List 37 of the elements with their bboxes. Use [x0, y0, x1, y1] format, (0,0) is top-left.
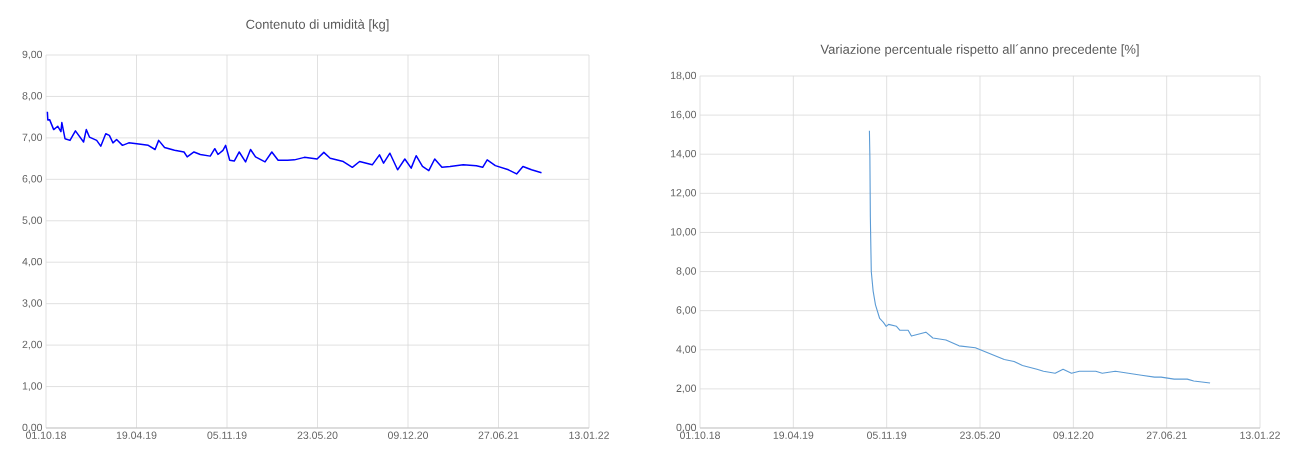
y-tick-label: 14,00: [671, 149, 697, 159]
y-tick-label: 10,00: [671, 228, 697, 237]
x-tick-label: 09.12.20: [1053, 431, 1094, 439]
x-tick-label: 13.01.22: [569, 431, 609, 439]
chart-title: Contenuto di umidità [kg]: [246, 19, 389, 32]
x-tick-label: 05.11.19: [867, 431, 907, 439]
y-tick-label: 6,00: [22, 175, 43, 184]
y-tick-label: 2,00: [22, 340, 43, 350]
x-tick-label: 13.01.22: [1240, 431, 1280, 439]
y-tick-label: 0,00: [676, 423, 697, 433]
y-tick-label: 4,00: [22, 257, 43, 267]
x-tick-label: 19.04.19: [116, 431, 157, 439]
y-tick-label: 18,00: [671, 71, 697, 81]
y-tick-label: 4,00: [676, 345, 697, 355]
y-tick-label: 9,00: [22, 50, 43, 60]
y-tick-label: 5,00: [22, 216, 43, 226]
x-tick-label: 01.10.18: [25, 431, 66, 439]
x-tick-label: 19.04.19: [773, 431, 814, 439]
chart-title: Variazione percentuale rispetto all´anno precedente [%]: [820, 44, 1139, 57]
y-tick-label: 12,00: [671, 189, 697, 198]
y-tick-label: 16,00: [671, 110, 697, 120]
y-tick-label: 3,00: [22, 299, 43, 309]
x-tick-label: 09.12.20: [387, 431, 429, 439]
y-tick-label: 8,00: [676, 267, 697, 276]
line-series: [46, 111, 543, 175]
x-tick-label: 05.11.19: [207, 431, 247, 439]
x-tick-label: 23.05.20: [960, 431, 1001, 439]
y-tick-label: 8,00: [22, 92, 43, 101]
x-tick-label: 01.10.18: [679, 431, 720, 439]
y-tick-label: 2,00: [676, 384, 697, 394]
y-tick-label: 1,00: [22, 382, 43, 391]
x-tick-label: 23.05.20: [297, 431, 338, 439]
y-tick-label: 7,00: [22, 133, 43, 143]
x-tick-label: 27.06.21: [1146, 431, 1187, 439]
x-tick-label: 27.06.21: [478, 431, 519, 439]
y-tick-label: 0,00: [22, 423, 43, 433]
y-tick-label: 6,00: [676, 306, 697, 316]
